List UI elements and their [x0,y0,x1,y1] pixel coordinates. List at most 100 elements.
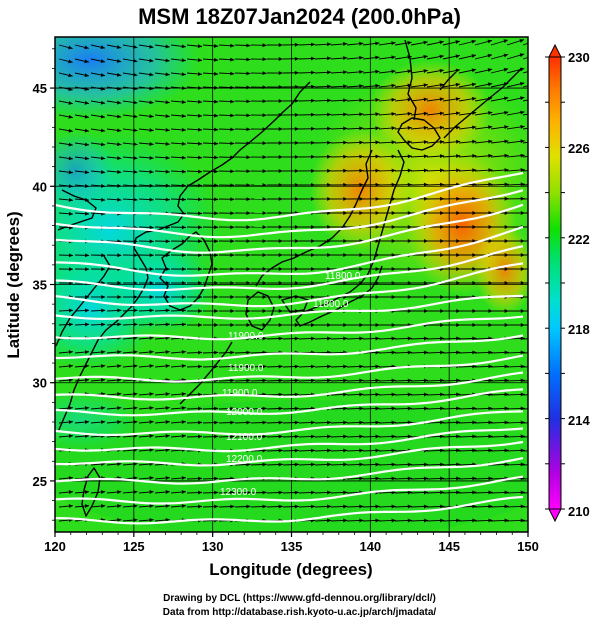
wind-arrowhead [504,211,509,215]
colorbar-lower-triangle [548,508,562,523]
wind-arrowhead [100,128,106,133]
wind-arrowhead [84,211,90,216]
wind-arrowhead [472,182,477,187]
wind-arrowhead [181,72,186,77]
wind-arrow [522,520,528,522]
wind-arrowhead [504,196,509,201]
wind-arrow [522,141,528,144]
wind-arrowhead [278,406,283,411]
wind-arrowhead [165,239,170,244]
wind-arrowhead [439,111,445,116]
wind-arrowhead [116,72,122,77]
wind-arrowhead [165,504,170,508]
wind-arrowhead [230,309,235,313]
wind-arrowhead [68,253,74,258]
wind-arrowhead [230,239,235,244]
wind-arrowhead [488,490,493,495]
wind-arrowhead [214,406,219,411]
wind-arrowhead [117,322,122,327]
wind-arrowhead [520,139,525,144]
wind-arrowhead [440,504,445,509]
wind-arrowhead [488,476,493,481]
wind-arrowhead [181,350,186,354]
contour-line [55,171,524,222]
wind-arrowhead [327,84,332,89]
wind-arrowhead [84,59,89,64]
wind-arrowhead [391,323,396,327]
wind-arrowhead [165,155,170,160]
wind-arrowhead [198,323,203,327]
wind-arrowhead [149,72,154,77]
wind-arrowhead [391,239,396,243]
wind-arrowhead [278,99,283,103]
wind-arrowhead [375,378,380,383]
wind-arrowhead [294,462,299,467]
wind-arrowhead [456,350,461,355]
wind-arrowhead [504,350,509,355]
x-tick-label: 125 [123,539,145,554]
wind-arrowhead [262,281,267,285]
wind-arrowhead [165,295,170,299]
wind-arrowhead [133,169,138,174]
contour-line [55,189,524,239]
wind-arrowhead [423,476,428,481]
wind-arrowhead [133,420,138,425]
wind-arrowhead [359,168,364,173]
wind-arrowhead [165,322,170,327]
wind-arrowhead [230,141,235,146]
wind-arrowhead [359,462,364,467]
wind-arrowhead [519,38,524,43]
contour-line [55,354,524,383]
wind-arrowhead [149,392,154,396]
wind-arrowhead [149,197,154,202]
colorbar-ticks [545,56,565,510]
wind-arrowhead [520,350,525,355]
wind-arrowhead [375,225,380,229]
wind-arrowhead [197,364,203,369]
wind-arrowhead [214,323,219,327]
wind-arrowhead [133,295,138,299]
wind-arrowhead [198,309,203,313]
wind-arrowhead [294,56,299,61]
wind-arrowhead [504,392,509,397]
wind-arrowhead [278,239,283,243]
wind-arrowhead [343,434,348,439]
wind-arrowhead [423,54,428,59]
wind-arrowhead [327,98,332,103]
wind-arrowhead [488,182,493,187]
wind-arrowhead [407,267,412,271]
wind-arrowhead [327,518,332,523]
wind-arrowhead [423,40,428,45]
wind-arrow [522,184,528,186]
wind-arrowhead [439,40,444,45]
wind-arrowhead [471,39,476,44]
colorbar-gradient [548,56,562,510]
wind-arrowhead [165,308,170,313]
wind-arrowhead [520,392,525,397]
height-contours [55,171,524,525]
wind-arrowhead [262,155,267,160]
wind-arrowhead [520,364,525,369]
contour-line [55,371,524,401]
wind-arrowhead [391,504,396,509]
colorbar-label-226: 226 [568,141,590,156]
wind-arrowhead [519,53,525,58]
wind-arrowhead [165,183,170,188]
wind-arrowhead [117,518,122,523]
wind-arrowhead [375,196,380,201]
wind-arrowhead [84,378,90,383]
wind-arrowhead [359,126,364,131]
contour-line [55,427,524,453]
y-axis-title: Latitude (degrees) [4,211,23,358]
wind-arrowhead [310,462,316,467]
wind-arrowhead [407,336,412,341]
wind-arrowhead [262,71,267,76]
wind-arrowhead [149,281,154,285]
wind-arrowhead [214,183,219,188]
contour-line [55,245,524,292]
wind-arrowhead [230,350,235,355]
wind-arrowhead [197,99,203,104]
colorbar-label-218: 218 [568,322,590,337]
wind-arrowhead [375,518,380,523]
wind-arrowhead [149,336,154,340]
